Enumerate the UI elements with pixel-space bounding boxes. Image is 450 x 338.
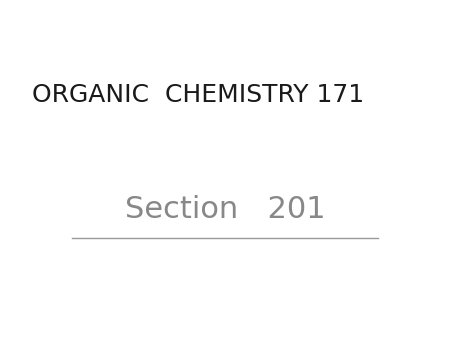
Text: ORGANIC  CHEMISTRY 171: ORGANIC CHEMISTRY 171	[32, 82, 364, 107]
Text: Section   201: Section 201	[125, 195, 325, 224]
